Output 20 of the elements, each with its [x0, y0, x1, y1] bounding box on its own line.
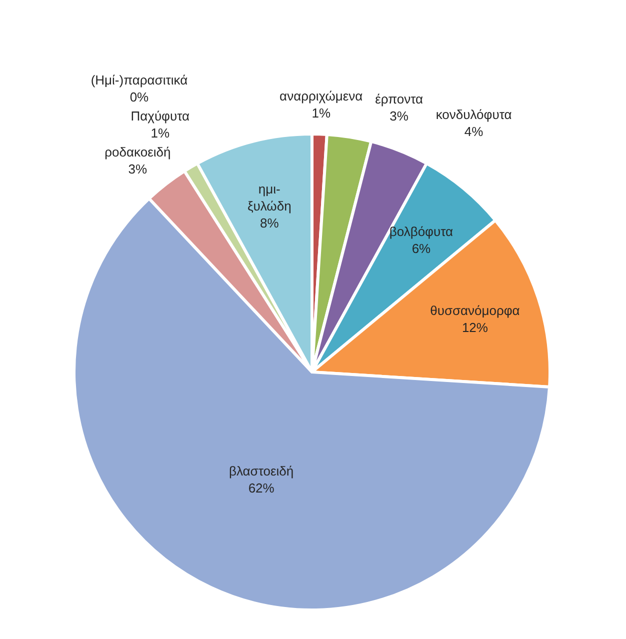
- slice-label: αναρριχώμενα: [280, 88, 364, 104]
- slice-label: Παχύφυτα: [130, 108, 190, 124]
- data-label: 3%: [390, 108, 409, 124]
- slice-label: βλαστοειδή: [229, 464, 294, 479]
- data-label: 12%: [462, 320, 488, 336]
- data-label: 8%: [260, 216, 280, 231]
- category-label: (Ημί-)παρασιτικά: [90, 72, 188, 88]
- data-label: 62%: [248, 480, 275, 496]
- slice-label: βολβόφυτα: [389, 224, 454, 239]
- data-label: 1%: [150, 125, 170, 140]
- data-label: 3%: [128, 162, 148, 177]
- text: 0%: [130, 89, 149, 104]
- slice-label: έρποντα: [375, 92, 424, 107]
- slice-label: ημι-ξυλώδη: [247, 182, 292, 214]
- slice-label: κονδυλόφυτα: [436, 107, 512, 122]
- slice-label: ροδακοειδή: [104, 144, 171, 160]
- slice-label: θυσσανόμορφα: [430, 303, 520, 318]
- data-label: 4%: [464, 124, 484, 140]
- data-label: 1%: [312, 106, 331, 121]
- data-label: 6%: [412, 240, 432, 256]
